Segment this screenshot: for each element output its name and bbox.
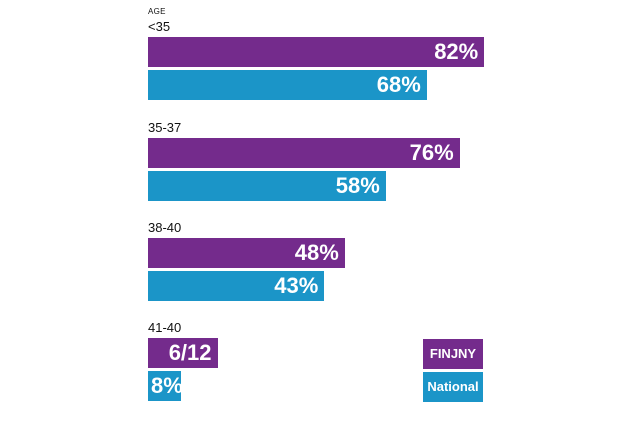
category-label: 41-40 [148, 320, 182, 335]
bar-value-label: 43% [274, 273, 319, 298]
bar-national [148, 70, 427, 100]
axis-title: AGE [148, 7, 166, 16]
bar-finjny [148, 238, 345, 268]
bar-value-label: 76% [409, 140, 454, 165]
bar-national [148, 271, 325, 301]
category-label: 35-37 [148, 120, 182, 135]
bar-value-label: 58% [335, 173, 380, 198]
category-label: <35 [148, 19, 171, 34]
bar-national [148, 171, 386, 201]
bar-national [148, 371, 181, 401]
bar-finjny [148, 338, 218, 368]
legend-finjny: FINJNY [423, 339, 483, 369]
bar-finjny [148, 37, 485, 67]
bar-finjny [148, 138, 460, 168]
bar-value-label: 82% [434, 39, 479, 64]
bar-value-label: 48% [294, 240, 339, 265]
bar-value-label: 6/12 [168, 340, 212, 365]
bar-value-label: 8% [151, 373, 183, 398]
legend-national: National [423, 372, 483, 402]
bar-value-label: 68% [376, 72, 421, 97]
category-label: 38-40 [148, 220, 182, 235]
